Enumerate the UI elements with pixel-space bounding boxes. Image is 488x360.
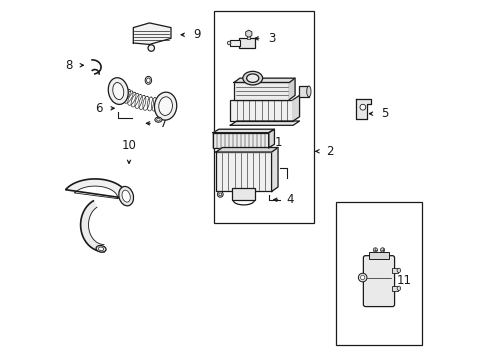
Text: 6: 6 [95, 102, 102, 115]
Text: 11: 11 [395, 274, 410, 287]
Bar [234, 82, 289, 100]
Polygon shape [216, 148, 278, 152]
Bar [391, 268, 397, 273]
Ellipse shape [98, 247, 103, 251]
Polygon shape [356, 99, 370, 119]
Circle shape [380, 248, 384, 252]
Text: 2: 2 [325, 145, 333, 158]
Circle shape [359, 104, 365, 110]
Polygon shape [292, 95, 299, 121]
Circle shape [227, 41, 230, 45]
Polygon shape [271, 148, 278, 192]
Polygon shape [133, 23, 171, 44]
Bar [216, 152, 271, 192]
Ellipse shape [119, 186, 133, 206]
Polygon shape [268, 129, 274, 148]
Ellipse shape [154, 92, 176, 120]
Circle shape [360, 275, 364, 280]
Polygon shape [234, 78, 294, 82]
Ellipse shape [243, 71, 262, 85]
Circle shape [358, 273, 366, 282]
Ellipse shape [145, 76, 151, 84]
Bar [368, 252, 388, 258]
Ellipse shape [155, 117, 162, 122]
Ellipse shape [159, 97, 172, 116]
Bar [298, 86, 308, 97]
Bar [247, 34, 250, 39]
Bar [239, 38, 254, 48]
Bar [232, 188, 255, 201]
Text: 3: 3 [267, 32, 275, 45]
Polygon shape [213, 129, 274, 133]
Text: 9: 9 [192, 28, 200, 41]
Text: 8: 8 [65, 59, 72, 72]
Ellipse shape [306, 86, 310, 97]
Ellipse shape [96, 246, 106, 252]
Ellipse shape [396, 286, 400, 291]
Text: 4: 4 [286, 193, 294, 206]
Polygon shape [289, 78, 294, 100]
Circle shape [148, 45, 154, 51]
Text: 7: 7 [159, 117, 167, 130]
Polygon shape [65, 179, 128, 199]
Ellipse shape [156, 118, 160, 121]
Ellipse shape [113, 82, 123, 100]
Polygon shape [81, 201, 104, 252]
Bar [213, 133, 268, 148]
Text: 1: 1 [274, 136, 281, 149]
Circle shape [217, 192, 223, 197]
Text: 10: 10 [122, 139, 136, 152]
Ellipse shape [108, 78, 128, 104]
Ellipse shape [122, 190, 130, 202]
Ellipse shape [246, 74, 258, 82]
FancyBboxPatch shape [363, 256, 394, 307]
Text: 5: 5 [380, 107, 387, 120]
Ellipse shape [146, 78, 150, 83]
Circle shape [372, 248, 377, 252]
Bar [391, 286, 397, 291]
Polygon shape [230, 121, 299, 125]
Bar [230, 100, 292, 121]
Bar [229, 40, 239, 46]
Ellipse shape [396, 268, 400, 273]
Circle shape [219, 193, 221, 196]
Bar [335, 202, 421, 345]
Bar [214, 12, 314, 223]
